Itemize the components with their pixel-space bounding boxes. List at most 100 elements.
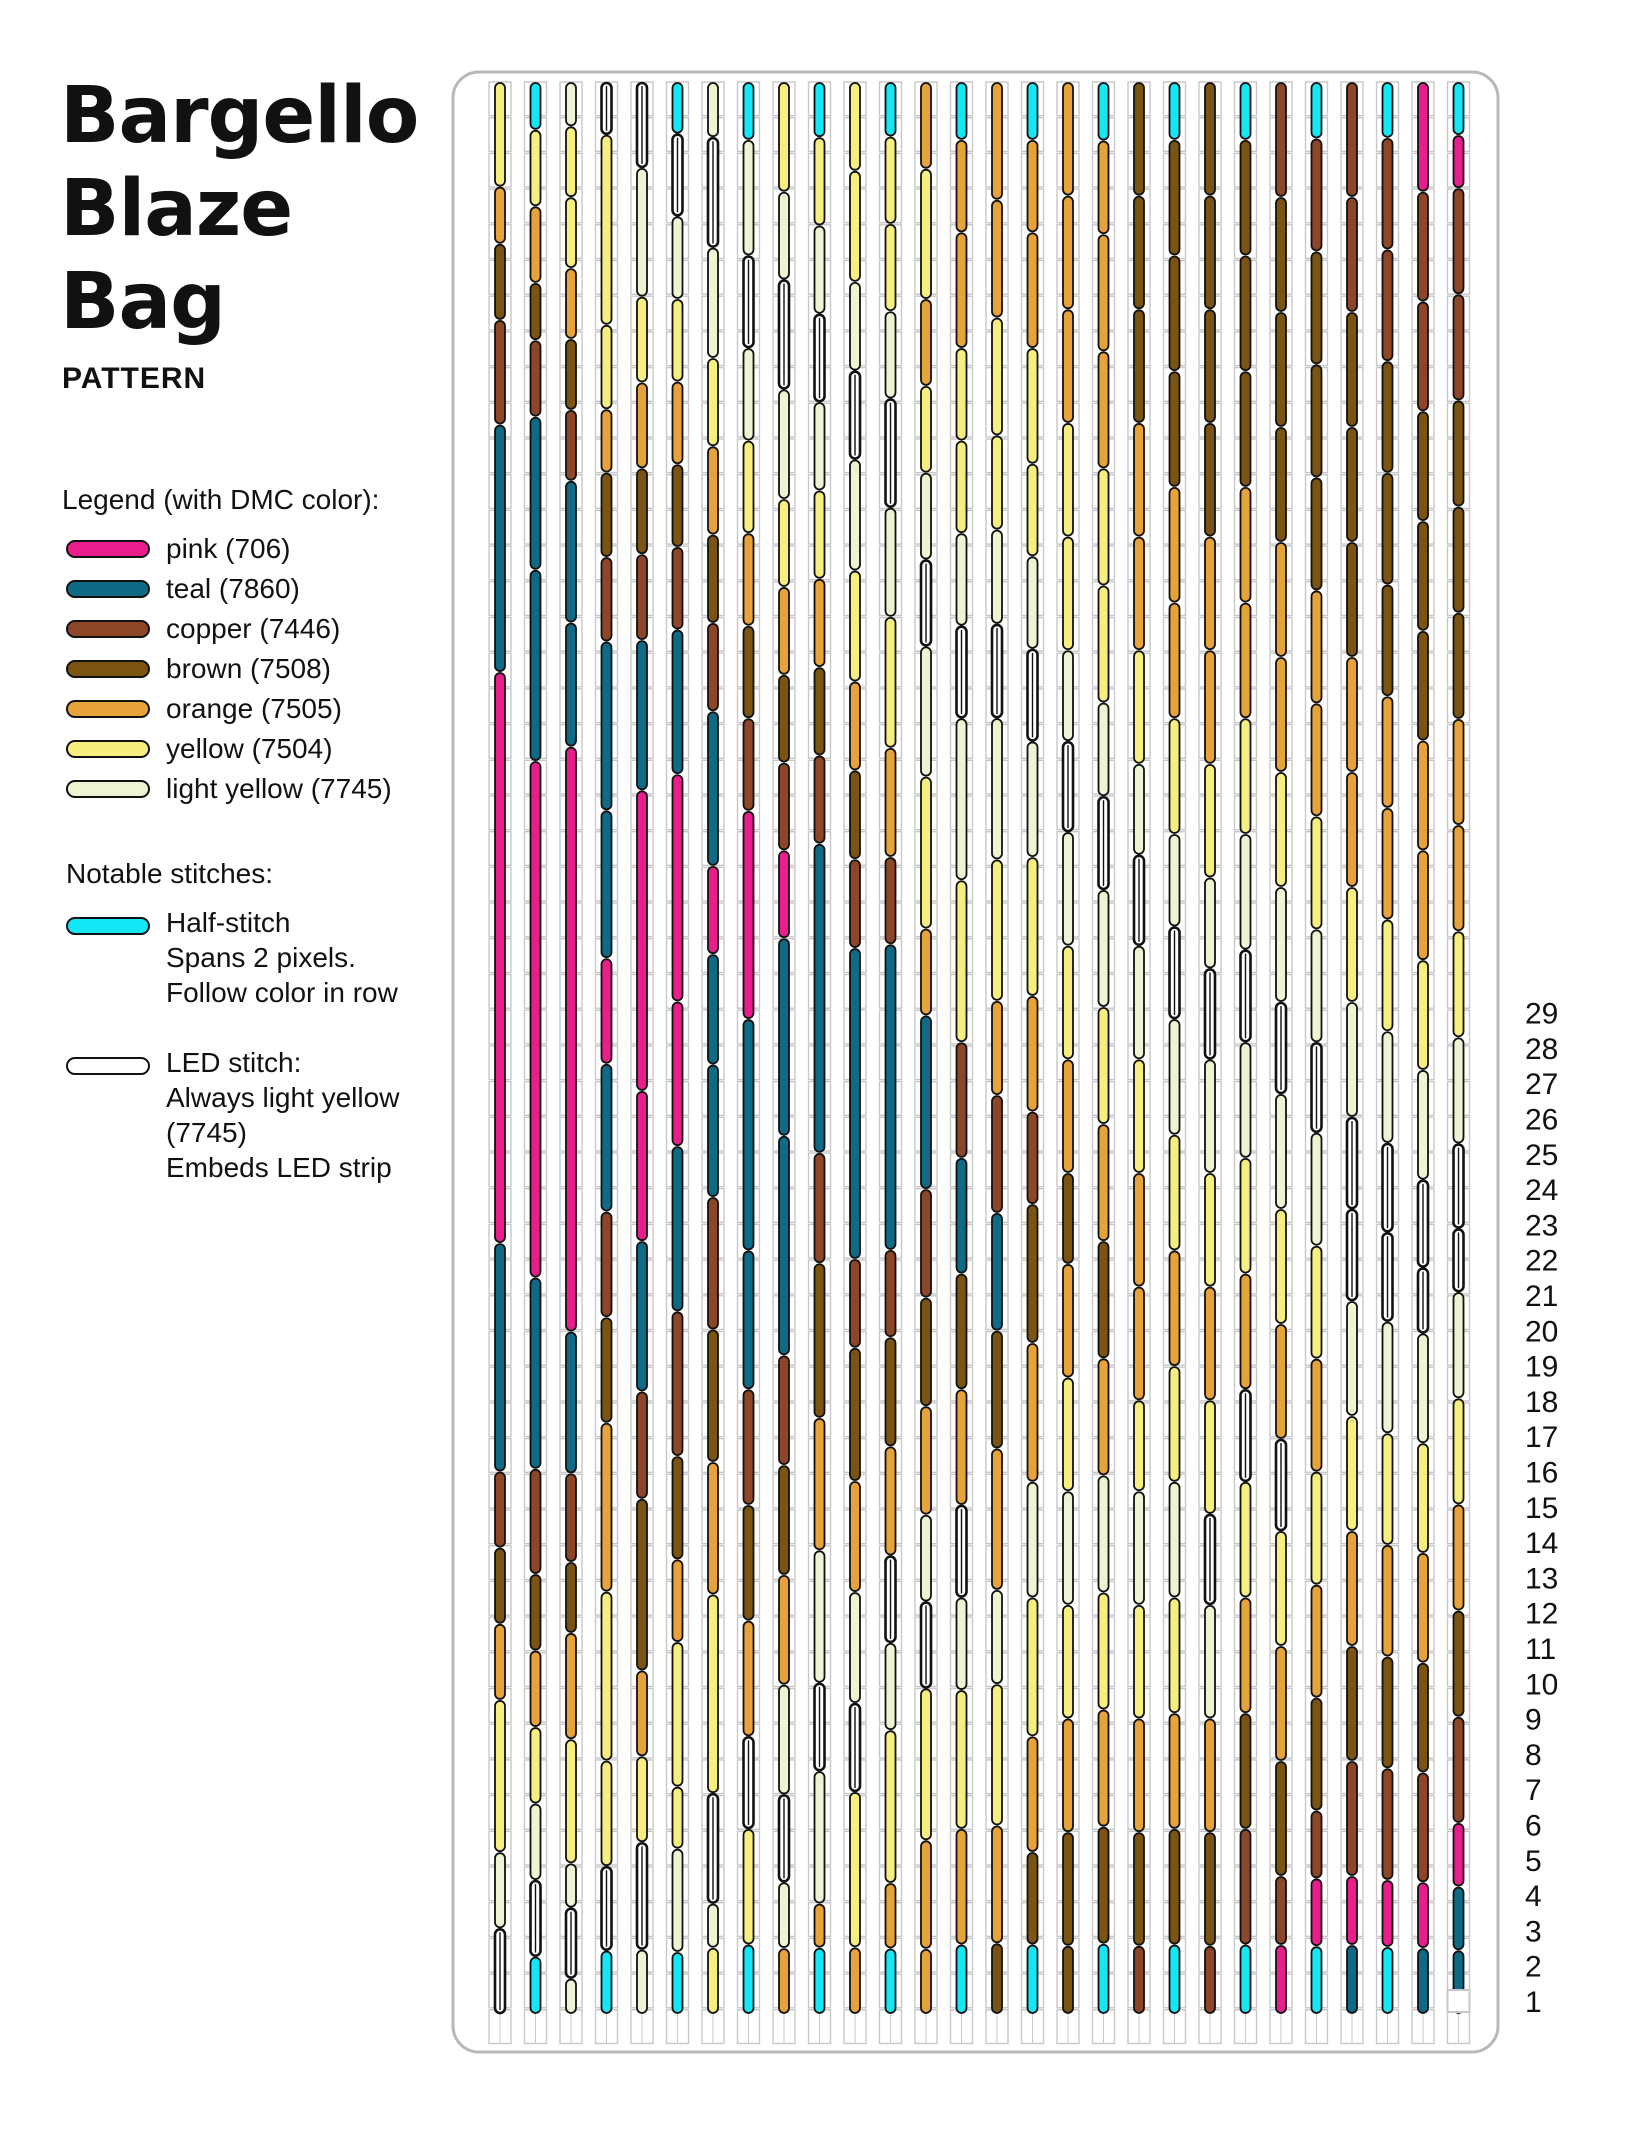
- stitch: [1097, 234, 1110, 352]
- stitch: [1239, 139, 1252, 256]
- stitch: [1097, 890, 1110, 1007]
- stitch: [494, 1700, 506, 1853]
- stitch: [1097, 1592, 1110, 1710]
- stitch: [920, 472, 932, 560]
- stitch: [955, 232, 968, 348]
- stitch: [742, 810, 755, 1019]
- stitch: [1026, 463, 1039, 557]
- stitch: [1062, 832, 1074, 946]
- half-stitch: [955, 82, 968, 140]
- stitch: [1346, 657, 1358, 772]
- stitch: [1204, 1718, 1216, 1833]
- half-stitch: [671, 1952, 684, 2014]
- stitch: [1452, 1504, 1465, 1611]
- stitch: [1133, 1059, 1145, 1173]
- half-stitch: [884, 82, 897, 137]
- stitch: [1275, 1876, 1287, 1945]
- stitch: [1310, 1245, 1323, 1359]
- stitch: [565, 746, 577, 1332]
- half-stitch: [600, 1950, 613, 2014]
- half-stitch: [529, 1956, 542, 2014]
- stitch: [1346, 197, 1358, 312]
- stitch: [955, 880, 968, 1043]
- stitch: [529, 1650, 542, 1727]
- stitch: [494, 186, 506, 244]
- half-stitch: [1168, 82, 1181, 140]
- stitch: [1168, 1597, 1181, 1714]
- stitch: [1239, 1713, 1252, 1829]
- stitch: [1133, 423, 1145, 537]
- legend-label: teal (7860): [166, 573, 300, 604]
- stitch: [636, 1756, 648, 1843]
- stitch: [600, 1063, 613, 1212]
- stitch: [1346, 1646, 1358, 1761]
- legend-item-light-yellow: light yellow (7745): [66, 770, 392, 808]
- copper-swatch: [66, 620, 150, 638]
- stitch: [1452, 825, 1465, 932]
- stitch: [1452, 135, 1465, 189]
- stitch: [884, 1730, 897, 1883]
- stitch: [849, 570, 861, 682]
- stitch: [1381, 1880, 1394, 1947]
- stitch: [1097, 585, 1110, 703]
- stitch: [884, 857, 897, 945]
- stitch: [1381, 584, 1394, 697]
- stitch: [1452, 400, 1465, 507]
- stitch: [1133, 1604, 1145, 1719]
- stitch: [671, 381, 684, 465]
- stitch: [1026, 857, 1039, 996]
- stitch: [1062, 1945, 1074, 2014]
- stitch: [1168, 834, 1181, 927]
- stitch: [600, 1591, 613, 1761]
- stitch: [494, 1243, 506, 1472]
- stitch: [742, 1019, 755, 1251]
- stitch: [1381, 696, 1394, 808]
- light-yellow-swatch: [66, 780, 150, 798]
- stitch: [671, 1146, 684, 1312]
- row-number: 18: [1525, 1386, 1558, 1419]
- stitch: [742, 625, 755, 719]
- stitch: [1417, 740, 1429, 851]
- stitch: [1133, 536, 1145, 651]
- stitch: [494, 82, 506, 187]
- stitch: [1204, 1059, 1216, 1173]
- stitch: [565, 622, 577, 747]
- stitch: [813, 1903, 826, 1948]
- row-number: 23: [1525, 1209, 1558, 1242]
- stitch: [1026, 1204, 1039, 1343]
- stitch: [1452, 1823, 1465, 1887]
- notable-line: (7745): [166, 1117, 247, 1148]
- stitch: [565, 126, 577, 198]
- stitch: [671, 1456, 684, 1560]
- stitch: [671, 216, 684, 299]
- stitch: [955, 533, 968, 626]
- stitch: [955, 348, 968, 441]
- stitch: [1310, 138, 1323, 252]
- stitch: [636, 468, 648, 555]
- stitch: [600, 810, 613, 959]
- stitch: [920, 386, 932, 473]
- stitch: [1452, 931, 1465, 1038]
- subtitle: PATTERN: [62, 362, 207, 395]
- stitch: [884, 1337, 897, 1447]
- stitch: [1097, 140, 1110, 235]
- stitch: [600, 324, 613, 410]
- half-stitch: [671, 82, 684, 134]
- stitch: [1097, 1475, 1110, 1593]
- half-stitch: [529, 82, 542, 130]
- stitch: [991, 317, 1003, 436]
- stitch: [1168, 1019, 1181, 1135]
- row-number: 25: [1525, 1139, 1558, 1172]
- stitch: [1026, 996, 1039, 1112]
- stitch: [1239, 718, 1252, 834]
- stitch: [849, 1592, 861, 1704]
- stitch: [920, 1406, 932, 1515]
- stitch: [707, 1903, 719, 1948]
- stitch: [565, 1633, 577, 1740]
- stitch: [849, 859, 861, 948]
- stitch: [1346, 772, 1358, 887]
- stitch: [1452, 1292, 1465, 1399]
- stitch: [707, 1594, 719, 1794]
- stitch: [1275, 1761, 1287, 1876]
- stitch: [529, 1574, 542, 1651]
